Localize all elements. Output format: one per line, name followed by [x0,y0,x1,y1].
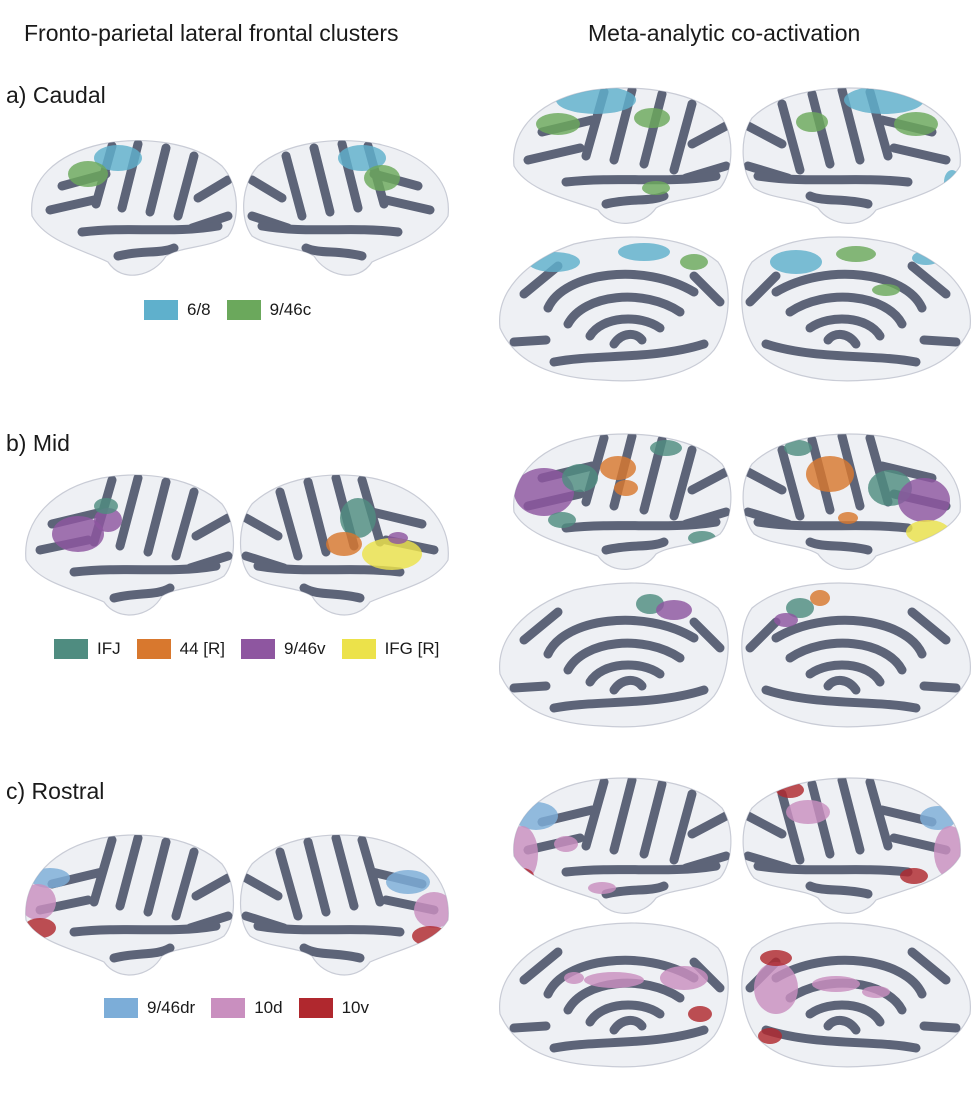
legend-item-10d: 10d [211,998,283,1018]
panel-a-legend: 6/8 9/46c [144,300,311,320]
rostral-right-hemisphere-lateral [239,834,449,976]
legend-item-ifj: IFJ [54,639,121,659]
legend-swatch-ifg-r [341,639,376,659]
legend-item-6-8: 6/8 [144,300,211,320]
panel-b-legend: IFJ 44 [R] 9/46v IFG [R] [54,639,439,659]
legend-swatch-6-8 [144,300,178,320]
mid-left-hemisphere-lateral [25,474,235,616]
legend-swatch-44-r [136,639,171,659]
legend-item-9-46dr: 9/46dr [104,998,195,1018]
rostral-meta-left-lateral [513,777,732,914]
mid-meta-left-lateral [513,433,732,570]
legend-item-10v: 10v [298,998,369,1018]
legend-swatch-9-46dr [104,998,138,1018]
legend-label-10d: 10d [254,998,283,1017]
caudal-meta-left-medial [499,236,729,382]
right-column-title: Meta-analytic co-activation [588,20,861,46]
legend-label-ifg-r: IFG [R] [384,639,440,658]
mid-meta-right-medial [741,582,971,728]
left-column-title: Fronto-parietal lateral frontal clusters [24,20,399,46]
legend-label-10v: 10v [341,998,369,1017]
caudal-right-hemisphere-lateral [243,140,449,276]
legend-swatch-9-46c [226,300,261,320]
caudal-meta-right-lateral [742,87,961,224]
legend-swatch-ifj [54,639,88,659]
rostral-left-hemisphere-lateral [25,834,235,976]
panel-c-title: c) Rostral [6,778,105,804]
panel-a-title: a) Caudal [6,82,106,108]
rostral-meta-left-medial [499,922,729,1068]
legend-label-44-r: 44 [R] [179,639,225,658]
caudal-left-hemisphere-lateral [31,140,237,276]
rostral-meta-right-lateral [742,777,961,914]
legend-swatch-10v [298,998,333,1018]
legend-label-9-46c: 9/46c [269,300,312,319]
legend-item-44-r: 44 [R] [136,639,225,659]
caudal-meta-left-lateral [513,87,732,224]
rostral-meta-right-medial [741,922,971,1068]
legend-item-ifg-r: IFG [R] [341,639,440,659]
mid-meta-right-lateral [742,433,961,570]
legend-label-9-46v: 9/46v [283,639,326,658]
legend-label-9-46dr: 9/46dr [147,998,196,1017]
legend-item-9-46v: 9/46v [240,639,326,659]
panel-b-title: b) Mid [6,430,70,456]
mid-meta-left-medial [499,582,729,728]
legend-item-9-46c: 9/46c [226,300,312,320]
mid-right-hemisphere-lateral [239,474,449,616]
panel-c-legend: 9/46dr 10d 10v [104,998,369,1018]
legend-label-ifj: IFJ [97,639,121,658]
legend-label-6-8: 6/8 [187,300,211,319]
legend-swatch-9-46v [240,639,275,659]
caudal-meta-right-medial [741,236,971,382]
legend-swatch-10d [211,998,246,1018]
